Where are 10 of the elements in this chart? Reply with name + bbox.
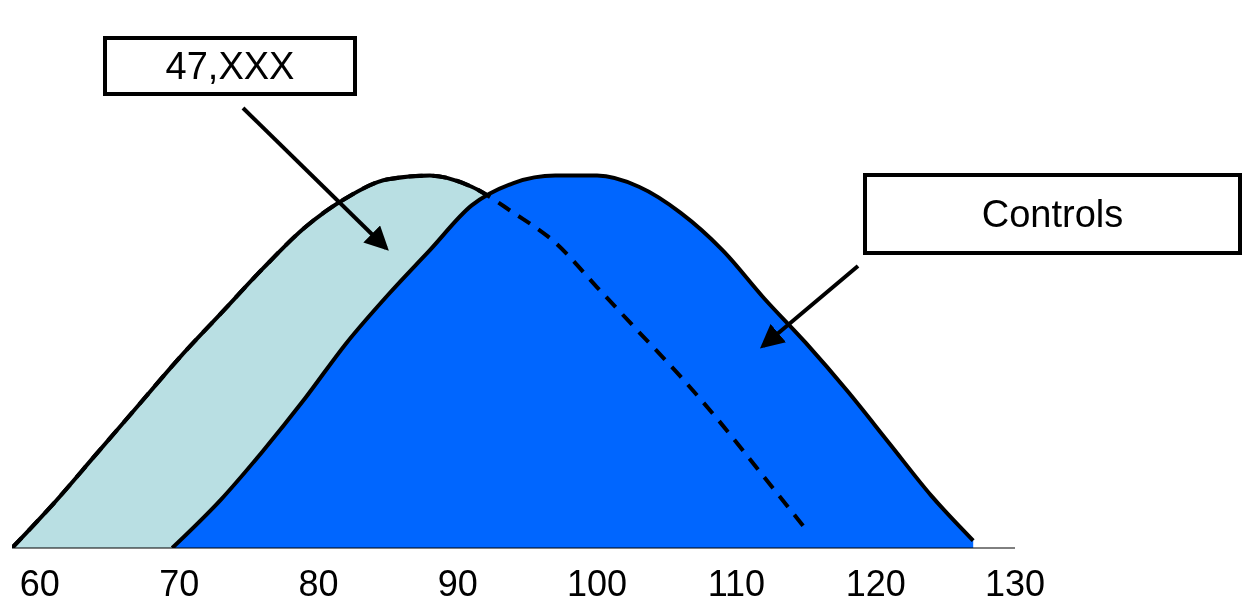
text: 47,XXX bbox=[165, 45, 295, 87]
x-tick-label: 90 bbox=[437, 562, 478, 604]
x-tick-label: 100 bbox=[567, 562, 628, 604]
x-tick-label: 110 bbox=[707, 562, 766, 604]
x-tick-label: 120 bbox=[845, 562, 906, 604]
x-tick-label: 130 bbox=[984, 562, 1046, 604]
text: Controls bbox=[981, 193, 1124, 235]
x-tick-label: 70 bbox=[159, 562, 200, 604]
x-tick-label: 60 bbox=[19, 562, 60, 604]
x-tick-label: 80 bbox=[298, 562, 339, 604]
